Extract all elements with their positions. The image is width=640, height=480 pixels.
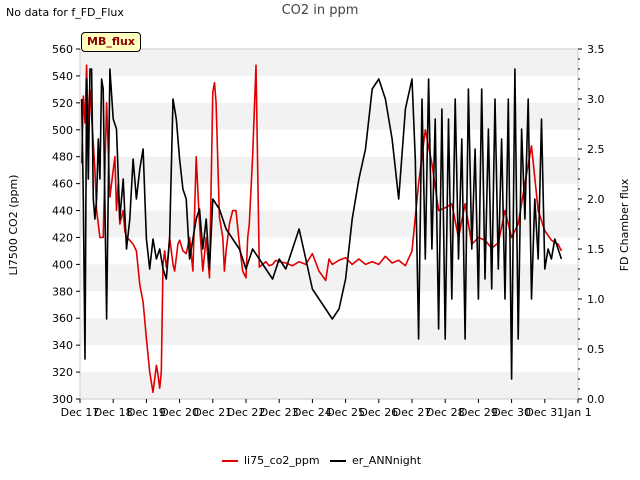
y-axis-left: 300 320 340 360 380 400 420 440 460 480 500 520 540 5… — [52, 43, 80, 406]
x-tick-label: Jan 1 — [563, 406, 591, 419]
series-line-er_ANNnight — [80, 68, 563, 380]
y-axis-label: LI7500 CO2 (ppm) — [7, 175, 20, 276]
legend-swatch-er-ann — [330, 460, 346, 462]
x-tick-label: Dec 28 — [426, 406, 465, 419]
grid-band — [80, 49, 578, 76]
x-tick-label: Dec 21 — [193, 406, 232, 419]
y-tick-label: 420 — [52, 231, 73, 244]
y2-tick-label: 2.0 — [587, 193, 605, 206]
x-tick-label: Dec 17 — [61, 406, 100, 419]
grid-band — [80, 210, 578, 238]
x-tick-label: Dec 29 — [459, 406, 498, 419]
y2-tick-label: 1.0 — [587, 293, 605, 306]
y-tick-label: 300 — [52, 393, 73, 406]
y2-tick-label: 2.5 — [587, 143, 605, 156]
y-tick-label: 500 — [52, 124, 73, 137]
chart-title: CO2 in ppm — [281, 3, 359, 18]
no-data-message: No data for f_FD_Flux — [6, 6, 124, 19]
y-tick-label: 340 — [52, 339, 73, 352]
mb-flux-badge: MB_flux — [81, 32, 141, 52]
y2-tick-label: 1.5 — [587, 243, 605, 256]
grid-band — [80, 264, 578, 292]
legend-swatch-li75 — [222, 460, 238, 462]
grid-band — [80, 318, 578, 346]
y-tick-label: 380 — [52, 285, 73, 298]
y2-tick-label: 0.5 — [587, 343, 605, 356]
series-layer — [80, 64, 563, 394]
y-axis-right: 0.0 0.5 1.0 1.5 2.0 2.5 3.0 3.5 — [578, 43, 605, 406]
x-tick-label: Dec 23 — [260, 406, 299, 419]
y-tick-label: 360 — [52, 312, 73, 325]
grid-band — [80, 372, 578, 399]
legend-item-er-ann: er_ANNnight — [330, 453, 421, 469]
x-tick-label: Dec 18 — [94, 406, 133, 419]
legend-label-li75: li75_co2_ppm — [244, 454, 320, 467]
x-tick-label: Dec 27 — [393, 406, 432, 419]
y-tick-label: 400 — [52, 258, 73, 271]
legend-item-li75: li75_co2_ppm — [222, 453, 320, 469]
y2-tick-label: 0.0 — [587, 393, 605, 406]
legend-label-er-ann: er_ANNnight — [352, 454, 422, 467]
grid-band — [80, 102, 578, 130]
x-tick-label: Dec 25 — [326, 406, 365, 419]
legend: li75_co2_ppm er_ANNnight — [0, 453, 640, 469]
x-tick-label: Dec 26 — [359, 406, 398, 419]
y2-tick-label: 3.5 — [587, 43, 605, 56]
y-tick-label: 560 — [52, 43, 73, 56]
plot-frame — [79, 48, 579, 400]
y2-axis-label: FD Chamber flux — [618, 178, 631, 271]
x-tick-label: Dec 24 — [293, 406, 332, 419]
y-tick-label: 320 — [52, 366, 73, 379]
y2-tick-label: 3.0 — [587, 93, 605, 106]
y-tick-label: 440 — [52, 205, 73, 218]
x-tick-label: Dec 30 — [492, 406, 531, 419]
x-tick-label: Dec 20 — [160, 406, 199, 419]
x-tick-label: Dec 22 — [227, 406, 266, 419]
y-tick-label: 520 — [52, 97, 73, 110]
x-tick-label: Dec 19 — [127, 406, 166, 419]
y-tick-label: 540 — [52, 70, 73, 83]
grid-band — [80, 156, 578, 184]
y-tick-label: 480 — [52, 151, 73, 164]
x-tick-label: Dec 31 — [525, 406, 564, 419]
y-tick-label: 460 — [52, 178, 73, 191]
series-line-li75_co2_ppm — [80, 64, 563, 394]
